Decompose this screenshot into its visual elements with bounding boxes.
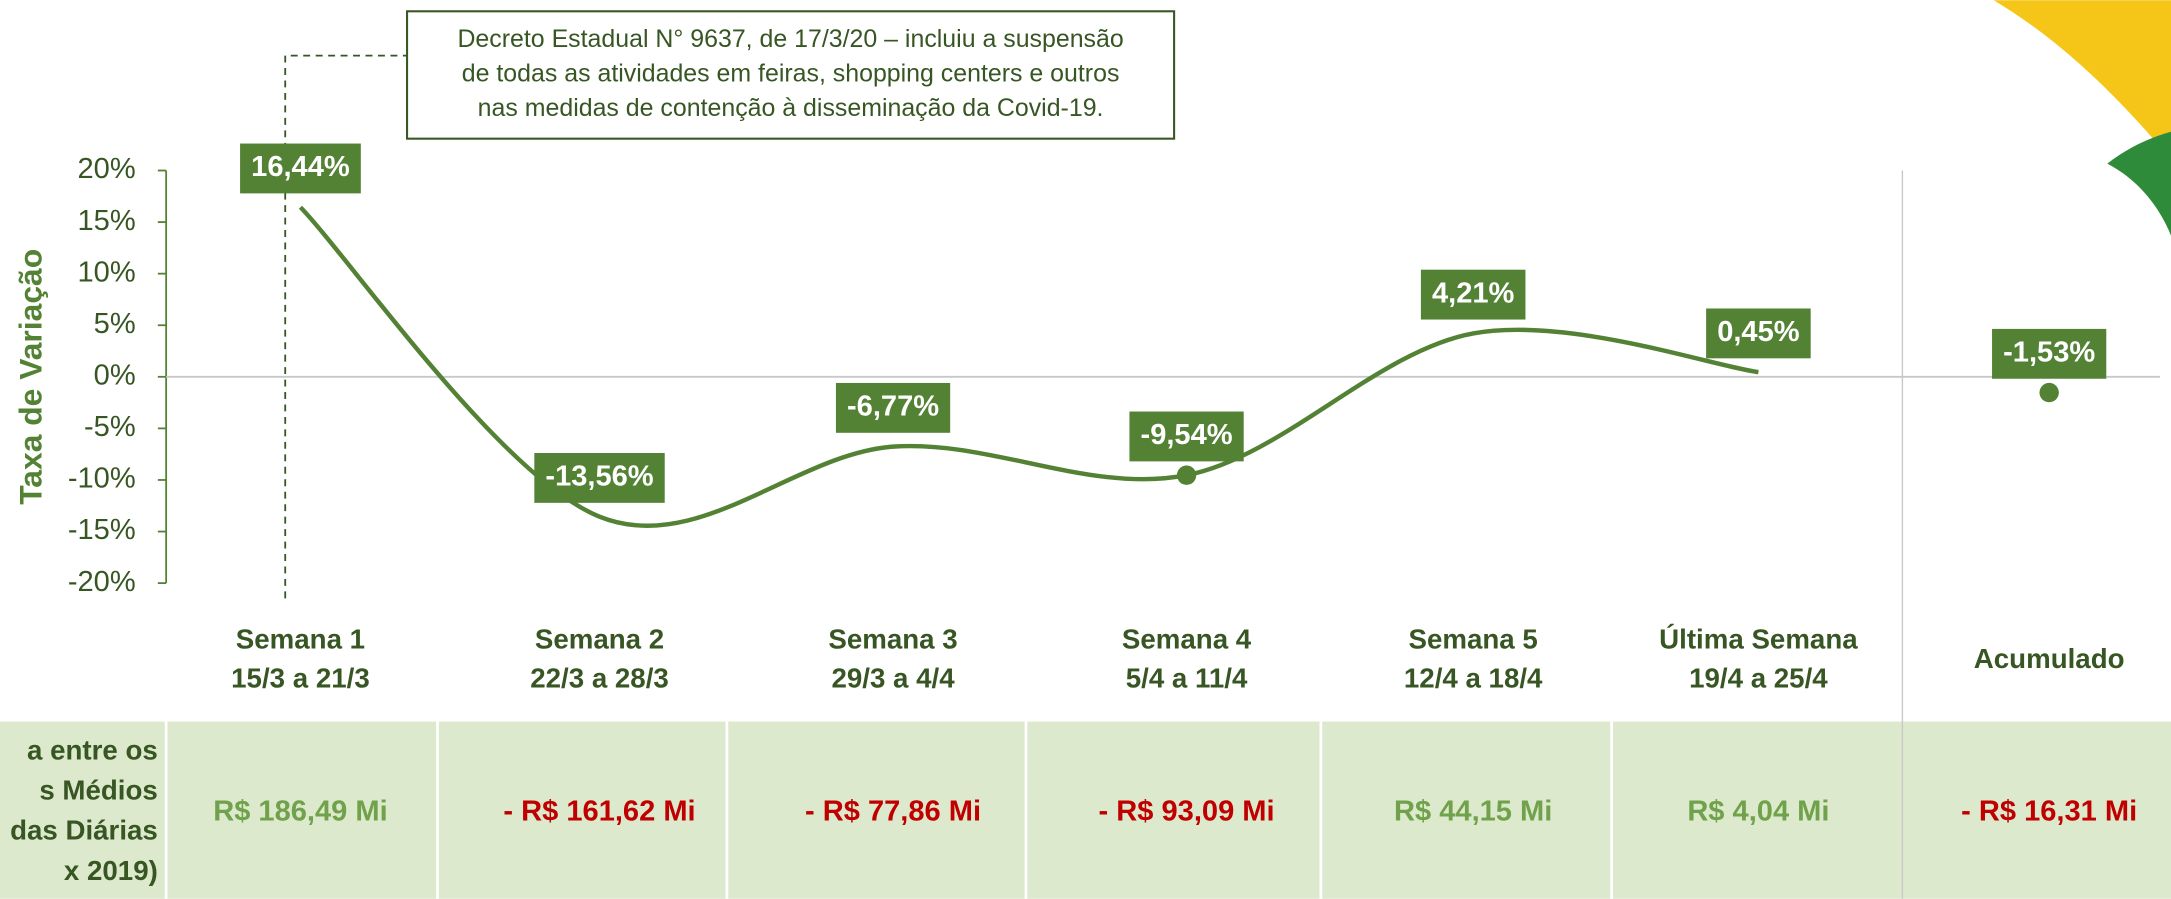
value-label-box [534, 452, 665, 503]
x-tick-label: Semana 3 [828, 624, 957, 655]
value-label-text: -6,77% [847, 391, 939, 423]
value-label: 4,21% [1420, 269, 1526, 320]
annotation-line: de todas as atividades em feiras, shoppi… [462, 60, 1120, 88]
y-tick-label: 20% [78, 153, 136, 185]
value-label-text: 0,45% [1717, 316, 1800, 348]
x-tick-label: Semana 2 [535, 624, 664, 655]
x-tick-label: Semana 5 [1409, 624, 1538, 655]
value-label-box [240, 143, 361, 194]
value-label-text: -9,54% [1141, 419, 1233, 451]
y-tick-label: -10% [68, 463, 136, 495]
value-label-text: -1,53% [2003, 336, 2095, 368]
x-tick-date: 22/3 a 28/3 [530, 662, 669, 693]
x-tick-date: 5/4 a 11/4 [1126, 662, 1248, 693]
table-cell: R$ 44,15 Mi [1394, 796, 1552, 828]
value-label-box [835, 382, 951, 433]
x-tick-date: 15/3 a 21/3 [231, 662, 370, 693]
value-label-box [1420, 269, 1526, 320]
row-header: das Diárias [10, 815, 158, 846]
value-label-box [1706, 308, 1811, 359]
corner-decoration [2107, 131, 2171, 236]
x-tick-label: Semana 4 [1122, 624, 1252, 655]
y-axis-label: Taxa de Variação [13, 249, 49, 505]
value-label: -6,77% [835, 382, 951, 433]
y-tick-label: -5% [84, 411, 136, 443]
y-tick-label: -15% [68, 514, 136, 546]
table-band [0, 721, 2171, 899]
row-header: a entre os [27, 734, 158, 765]
x-tick-label: Semana 1 [236, 624, 365, 655]
table-cell: R$ 4,04 Mi [1687, 796, 1829, 828]
point [1176, 465, 1197, 485]
x-tick-date: 12/4 a 18/4 [1404, 662, 1543, 693]
annotation-box [406, 10, 1176, 140]
value-label-text: -13,56% [545, 461, 653, 493]
y-tick-label: 5% [94, 308, 136, 340]
value-label-text: 16,44% [251, 151, 350, 183]
row-header: s Médios [39, 774, 157, 805]
y-tick-label: -20% [68, 566, 136, 598]
table-cell: R$ 186,49 Mi [213, 796, 387, 828]
y-tick-label: 15% [78, 205, 136, 237]
x-tick-date: 29/3 a 4/4 [831, 662, 955, 693]
y-tick-label: 10% [78, 256, 136, 288]
annotation-line: nas medidas de contenção à disseminação … [478, 94, 1104, 122]
value-label-box [1129, 411, 1244, 462]
annotation-leader [284, 54, 408, 599]
value-label: 16,44% [240, 143, 361, 194]
x-tick-label: Acumulado [1974, 643, 2125, 674]
table-separators [164, 721, 1614, 899]
row-header: x 2019) [64, 855, 158, 886]
value-label: -9,54% [1129, 411, 1244, 462]
value-label-text: 4,21% [1432, 277, 1515, 309]
corner-decoration [1993, 0, 2171, 160]
x-tick-date: 19/4 a 25/4 [1689, 662, 1828, 693]
value-label: -1,53% [1992, 328, 2107, 379]
value-label: 0,45% [1706, 308, 1811, 359]
value-label: -13,56% [534, 452, 665, 503]
line [298, 205, 1759, 529]
value-label-box [1992, 328, 2107, 379]
table-cell: - R$ 77,86 Mi [805, 796, 981, 828]
table-cell: - R$ 16,31 Mi [1961, 796, 2137, 828]
table-cell: - R$ 93,09 Mi [1099, 796, 1275, 828]
y-tick-label: 0% [94, 359, 136, 391]
point [2039, 382, 2059, 403]
table-cell: - R$ 161,62 Mi [503, 796, 695, 828]
annotation-line: Decreto Estadual N° 9637, de 17/3/20 – i… [457, 25, 1123, 53]
x-tick-label: Última Semana [1659, 624, 1858, 655]
